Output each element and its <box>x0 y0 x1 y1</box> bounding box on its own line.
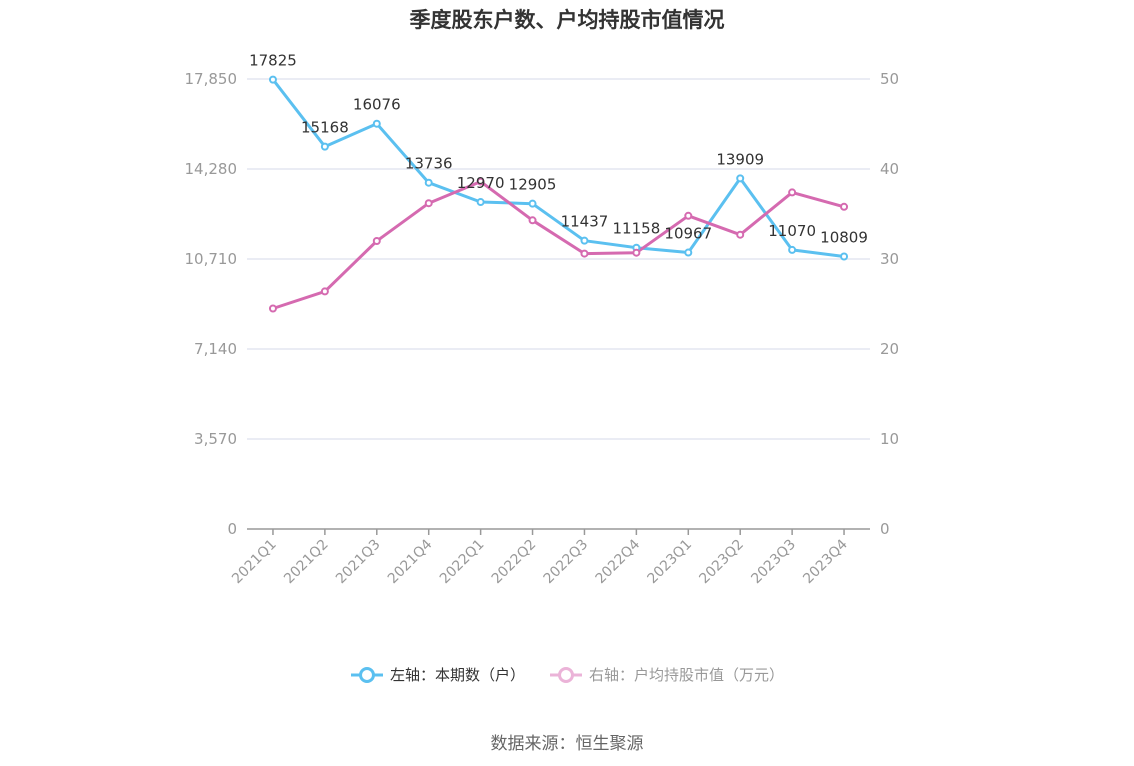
data-point-right[interactable] <box>736 230 745 239</box>
data-label: 11437 <box>561 213 609 231</box>
right-axis-tick-label: 40 <box>880 160 899 178</box>
source-note: 数据来源：恒生聚源 <box>490 734 644 754</box>
data-point-right[interactable] <box>476 177 485 186</box>
left-axis-tick-label: 7,140 <box>194 340 237 358</box>
left-axis-tick-label: 10,710 <box>185 250 238 268</box>
legend-label-right-series: 右轴：户均持股市值（万元） <box>589 666 785 684</box>
data-point-right[interactable] <box>268 304 277 313</box>
x-axis-category-label: 2022Q3 <box>541 537 592 588</box>
data-label: 10967 <box>664 225 712 243</box>
data-point-left[interactable] <box>684 248 693 257</box>
data-label: 13736 <box>405 155 453 173</box>
left-axis-tick-label: 14,280 <box>185 160 238 178</box>
data-label: 12970 <box>457 174 505 192</box>
data-point-left[interactable] <box>580 236 589 245</box>
tick-labels: 0 0 3,570 10 7,140 20 10,710 30 14,280 40 17,850 50… <box>185 70 900 587</box>
data-point-right[interactable] <box>632 248 641 257</box>
x-axis-category-label: 2023Q1 <box>645 537 696 588</box>
series-line-left <box>271 78 845 258</box>
data-point-right[interactable] <box>424 199 433 208</box>
data-label: 11158 <box>613 220 661 238</box>
legend-item-left-series[interactable]: 左轴：本期数（户） <box>350 664 525 685</box>
data-point-right[interactable] <box>372 237 381 245</box>
data-point-left[interactable] <box>528 199 537 208</box>
right-axis-tick-label: 20 <box>880 340 899 358</box>
right-axis-tick-label: 10 <box>880 430 899 448</box>
data-point-left[interactable] <box>476 198 485 207</box>
x-axis-category-label: 2021Q1 <box>229 537 280 588</box>
legend-line-circle-icon <box>550 666 582 683</box>
x-axis-category-label: 2021Q2 <box>281 537 332 588</box>
data-point-left[interactable] <box>268 75 277 84</box>
right-axis-tick-label: 30 <box>880 250 899 268</box>
data-label: 12905 <box>509 176 557 194</box>
right-axis-tick-label: 50 <box>880 70 899 88</box>
data-points <box>268 75 849 313</box>
data-point-right[interactable] <box>528 216 537 225</box>
data-point-left[interactable] <box>840 252 849 261</box>
legend-line-circle-icon <box>350 666 383 683</box>
data-point-left[interactable] <box>788 245 797 254</box>
x-axis-category-label: 2021Q4 <box>385 536 436 587</box>
data-point-left[interactable] <box>424 178 433 187</box>
x-axis-category-label: 2022Q4 <box>593 536 644 587</box>
data-point-left[interactable] <box>736 174 745 183</box>
x-axis-category-label: 2022Q2 <box>489 537 540 588</box>
x-axis-category-label: 2021Q3 <box>333 537 384 588</box>
data-label: 15168 <box>301 119 349 137</box>
x-axis-category-label: 2023Q3 <box>748 537 799 588</box>
x-axis-category-label: 2022Q1 <box>437 537 488 588</box>
series-lines <box>271 78 845 310</box>
data-point-right[interactable] <box>788 188 797 197</box>
right-axis-tick-label: 0 <box>880 520 890 538</box>
left-axis-tick-label: 3,570 <box>194 430 237 448</box>
data-point-left[interactable] <box>372 119 381 128</box>
data-point-right[interactable] <box>320 287 329 296</box>
data-point-right[interactable] <box>580 249 589 258</box>
data-point-right[interactable] <box>840 202 849 211</box>
chart-title: 季度股东户数、户均持股市值情况 <box>409 8 725 32</box>
data-label: 16076 <box>353 96 401 114</box>
legend: 左轴：本期数（户） 右轴：户均持股市值（万元） <box>0 664 1134 685</box>
left-axis-tick-label: 17,850 <box>185 70 238 88</box>
data-label: 10809 <box>820 229 868 247</box>
x-axis-category-label: 2023Q4 <box>800 536 851 587</box>
data-label: 11070 <box>768 222 816 240</box>
x-axis-category-label: 2023Q2 <box>696 537 747 588</box>
grid-lines <box>247 78 870 440</box>
legend-label-left-series: 左轴：本期数（户） <box>389 666 525 684</box>
data-point-left[interactable] <box>320 142 329 151</box>
chart-plot: 0 0 3,570 10 7,140 20 10,710 30 14,280 40 17,850 50… <box>185 52 900 587</box>
data-label: 13909 <box>716 150 764 168</box>
data-point-right[interactable] <box>684 211 693 220</box>
left-axis-tick-label: 0 <box>227 520 237 538</box>
data-label: 17825 <box>249 52 297 70</box>
series-line-right <box>272 180 845 310</box>
legend-item-right-series[interactable]: 右轴：户均持股市值（万元） <box>549 664 784 685</box>
axes <box>247 528 870 535</box>
